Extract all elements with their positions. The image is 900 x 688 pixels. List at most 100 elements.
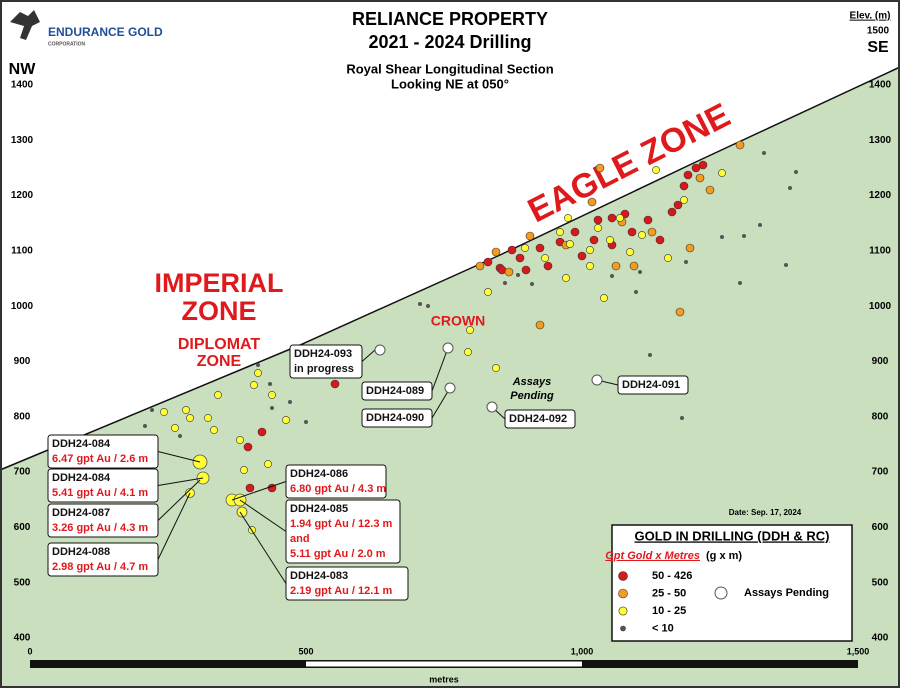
drill-intercept [698,160,708,170]
drill-intercept [426,304,430,308]
drill-intercept [564,214,572,222]
drill-intercept [282,416,290,424]
scale-bar-segment [306,661,582,667]
drill-intercept [204,414,212,422]
legend-symbol [618,588,628,599]
drill-intercept [616,214,624,222]
drill-intercept [507,245,517,255]
elev-tick-label: 1200 [11,190,34,201]
drill-intercept [718,169,726,177]
elev-tick-label: 1000 [869,301,892,312]
elev-tick-label: 600 [14,522,31,533]
drill-intercept [556,228,564,236]
drill-intercept [492,364,500,372]
drill-intercept [240,466,248,474]
elev-tick-label: 1400 [11,80,34,91]
drill-intercept [150,408,154,412]
callout-text: 5.11 gpt Au / 2.0 m [290,548,386,560]
elev-tick-label: 1100 [11,246,33,257]
drill-intercept [254,369,262,377]
logo-sub: CORPORATION [48,41,86,47]
elev-tick-label: 800 [14,411,31,422]
drill-intercept [515,253,525,263]
drill-intercept [667,207,677,217]
legend-pending-icon [714,586,728,600]
drill-intercept [503,281,507,285]
drill-intercept [566,240,574,248]
callout-text: DDH24-090 [366,412,424,424]
callout-box [47,468,159,503]
drill-intercept [638,270,642,274]
callout-text: 5.41 gpt Au / 4.1 m [52,487,148,499]
scale-label: 0 [27,646,32,656]
drill-intercept [484,288,492,296]
drill-intercept [257,427,267,437]
elev-tick-label: 1300 [11,135,34,146]
elev-tick-label: 900 [872,356,889,367]
drill-intercept [587,197,597,207]
drill-intercept [210,426,218,434]
drill-intercept [762,151,766,155]
legend-label: 50 - 426 [652,570,692,582]
drill-intercept [483,257,493,267]
callout-text: and [290,533,310,545]
drill-intercept [464,348,472,356]
drill-intercept [738,281,742,285]
callout-text: DDH24-088 [52,546,110,558]
drill-intercept [683,170,693,180]
drill-intercept [611,261,621,271]
legend-unit: (g x m) [706,550,742,562]
drill-intercept [652,166,660,174]
drill-intercept [304,420,308,424]
drill-intercept [268,391,276,399]
drill-intercept [680,196,688,204]
callout-text: DDH24-089 [366,385,424,397]
drill-intercept [606,236,614,244]
legend-box [611,524,853,642]
zone-label: IMPERIAL [154,268,283,298]
pending-hole [442,342,454,354]
callout-text: 2.98 gpt Au / 4.7 m [52,561,148,573]
zone-label: ZONE [197,353,242,370]
drill-intercept [418,302,422,306]
drill-intercept [647,227,657,237]
drill-intercept [589,235,599,245]
drill-intercept [330,379,340,389]
logo-icon [10,10,40,40]
subtitle: Looking NE at 050° [391,76,509,91]
legend-label: < 10 [652,622,674,634]
legend-symbol [618,571,628,581]
pending-note: Assays [512,376,552,388]
callout-box [289,344,363,379]
scale-unit: metres [429,674,459,684]
drill-intercept [595,163,605,173]
drill-intercept [466,326,474,334]
drill-intercept [685,243,695,253]
drill-intercept [695,173,705,183]
zone-label: ZONE [181,296,256,326]
elev-tick-label: 1300 [869,135,892,146]
legend-symbol [618,606,628,616]
callout-text: 3.26 gpt Au / 4.3 m [52,522,148,534]
drill-intercept [643,215,653,225]
drill-intercept [626,248,634,256]
drill-intercept [250,381,258,389]
drill-intercept [648,353,652,357]
elev-tick-label: 400 [872,633,889,644]
drill-intercept [735,140,745,150]
drill-intercept [475,261,485,271]
drill-intercept [521,265,531,275]
leader-line [231,481,287,501]
drill-intercept [521,244,529,252]
callout-box [504,409,576,429]
elev-tick-label: 1200 [869,190,892,201]
callout-box [285,499,401,564]
zone-label: DIPLOMAT [178,336,261,353]
drill-intercept [264,460,272,468]
drill-intercept [634,290,638,294]
elev-tick-label: 500 [14,577,31,588]
leader-line [239,499,287,532]
drill-intercept [491,247,501,257]
callout-box [47,503,159,538]
callout-text: in progress [294,363,354,375]
